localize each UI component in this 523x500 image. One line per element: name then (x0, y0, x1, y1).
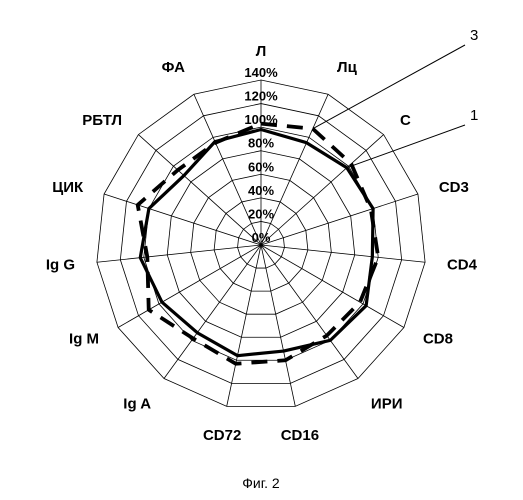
callout-line (313, 45, 465, 129)
callout-label: 3 (470, 27, 478, 44)
figure-caption: Фиг. 2 (242, 475, 280, 491)
tick-label: 60% (248, 159, 274, 174)
radar-chart: 0%20%40%60%80%100%120%140%ЛЛцСCD3CD4CD8И… (0, 0, 523, 500)
axis-label: Л (256, 43, 267, 60)
axis-label: CD16 (281, 427, 319, 444)
axis-label: Лц (337, 59, 358, 76)
tick-label: 140% (244, 65, 278, 80)
tick-label: 40% (248, 183, 274, 198)
axis-label: CD8 (423, 331, 453, 348)
axis-label: ЦИК (52, 179, 84, 196)
tick-label: 80% (248, 136, 274, 151)
axis-label: CD72 (203, 427, 241, 444)
axis-label: С (400, 112, 411, 129)
tick-label: 120% (244, 89, 278, 104)
grid-spoke (104, 194, 261, 245)
axis-label: Ig M (69, 331, 99, 348)
radar-chart-container: 0%20%40%60%80%100%120%140%ЛЛцСCD3CD4CD8И… (0, 0, 523, 500)
axis-label: Ig G (46, 257, 75, 274)
axis-label: ИРИ (371, 395, 403, 412)
axis-label: ФА (162, 59, 185, 76)
tick-label: 20% (248, 206, 274, 221)
axis-label: Ig A (123, 395, 151, 412)
grid-spoke (261, 194, 418, 245)
axis-label: CD4 (447, 257, 478, 274)
callout-label: 1 (470, 107, 478, 124)
axis-label: CD3 (439, 179, 469, 196)
callout-line (347, 125, 465, 168)
tick-label: 0% (252, 230, 271, 245)
axis-label: РБТЛ (82, 112, 122, 129)
